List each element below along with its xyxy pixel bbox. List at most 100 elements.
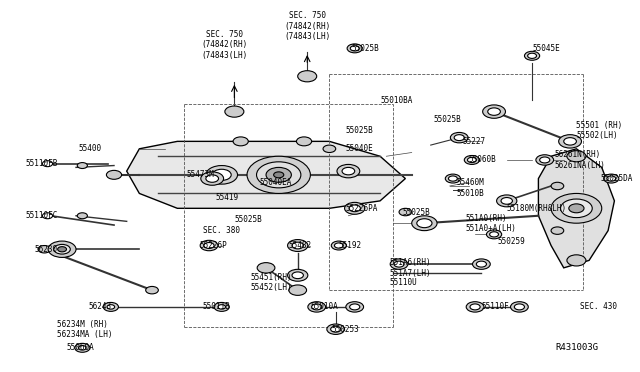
- Text: 551A6(RH)
551A7(LH): 551A6(RH) 551A7(LH): [390, 258, 431, 278]
- Circle shape: [350, 46, 359, 51]
- Circle shape: [536, 155, 554, 165]
- Text: 551A0(RH)
551A0+A(LH): 551A0(RH) 551A0+A(LH): [465, 214, 516, 233]
- Circle shape: [394, 261, 404, 267]
- Circle shape: [454, 135, 464, 141]
- Circle shape: [449, 176, 458, 181]
- Text: 55025B: 55025B: [351, 44, 380, 53]
- Circle shape: [344, 202, 365, 214]
- Circle shape: [206, 175, 218, 182]
- Circle shape: [204, 243, 214, 248]
- Circle shape: [349, 205, 360, 212]
- Circle shape: [515, 304, 524, 310]
- Circle shape: [200, 240, 218, 251]
- Circle shape: [77, 163, 88, 169]
- Text: 55110U: 55110U: [390, 278, 417, 287]
- Circle shape: [298, 71, 317, 82]
- Text: 55025B: 55025B: [402, 208, 430, 217]
- Circle shape: [569, 204, 584, 213]
- Circle shape: [470, 304, 480, 310]
- Circle shape: [257, 263, 275, 273]
- Circle shape: [257, 162, 301, 188]
- Text: 55180M(RH&LH): 55180M(RH&LH): [507, 204, 567, 213]
- Circle shape: [488, 108, 500, 115]
- Circle shape: [483, 105, 506, 118]
- Circle shape: [201, 172, 223, 185]
- Circle shape: [451, 132, 468, 143]
- Text: 55025DA: 55025DA: [600, 174, 633, 183]
- Circle shape: [467, 157, 476, 163]
- Text: 55451(RH)
55452(LH): 55451(RH) 55452(LH): [250, 273, 292, 292]
- Circle shape: [292, 272, 303, 279]
- Circle shape: [42, 213, 52, 219]
- Text: 55482: 55482: [288, 241, 311, 250]
- Text: 550259: 550259: [497, 237, 525, 246]
- Text: 55010B: 55010B: [456, 189, 484, 198]
- Circle shape: [287, 240, 308, 251]
- Text: 55226PA: 55226PA: [345, 204, 378, 213]
- Text: 55473M: 55473M: [187, 170, 214, 179]
- Text: 550253: 550253: [332, 325, 359, 334]
- Circle shape: [103, 302, 118, 311]
- Circle shape: [274, 172, 284, 178]
- Circle shape: [445, 174, 461, 183]
- Circle shape: [79, 346, 86, 350]
- Circle shape: [399, 208, 412, 216]
- Text: 55025B: 55025B: [434, 115, 461, 124]
- Circle shape: [346, 302, 364, 312]
- Polygon shape: [127, 141, 405, 208]
- Text: SEC. 430: SEC. 430: [580, 302, 616, 311]
- Text: 55045E: 55045E: [532, 44, 560, 53]
- Text: 56230: 56230: [35, 245, 58, 254]
- Circle shape: [292, 242, 303, 249]
- Text: 55060A: 55060A: [67, 343, 94, 352]
- Text: 55060B: 55060B: [468, 155, 497, 164]
- Circle shape: [501, 198, 513, 204]
- Text: 55011B: 55011B: [203, 302, 230, 311]
- Text: SEC. 750
(74842(RH)
(74843(LH): SEC. 750 (74842(RH) (74843(LH): [284, 11, 330, 41]
- Circle shape: [551, 193, 602, 223]
- Circle shape: [561, 199, 592, 218]
- Circle shape: [466, 302, 484, 312]
- Text: 55040E: 55040E: [345, 144, 373, 153]
- Text: 55400: 55400: [78, 144, 101, 153]
- Text: 55227: 55227: [462, 137, 486, 146]
- Circle shape: [347, 44, 362, 53]
- Circle shape: [417, 219, 432, 228]
- Circle shape: [106, 170, 122, 179]
- Circle shape: [332, 241, 346, 250]
- Circle shape: [287, 269, 308, 281]
- Text: 55025B: 55025B: [345, 126, 373, 135]
- Circle shape: [146, 286, 158, 294]
- Text: 56261N(RH)
56261NA(LH): 56261N(RH) 56261NA(LH): [554, 150, 605, 170]
- Circle shape: [390, 259, 408, 269]
- Circle shape: [214, 302, 229, 311]
- Circle shape: [567, 151, 586, 162]
- Text: 56234M (RH)
56234MA (LH): 56234M (RH) 56234MA (LH): [57, 320, 113, 339]
- Text: 55501 (RH)
55502(LH): 55501 (RH) 55502(LH): [577, 121, 623, 140]
- Circle shape: [412, 216, 437, 231]
- Circle shape: [349, 304, 360, 310]
- Circle shape: [54, 244, 70, 254]
- Circle shape: [312, 304, 322, 310]
- Text: 55192: 55192: [339, 241, 362, 250]
- Circle shape: [527, 53, 536, 58]
- Circle shape: [476, 261, 486, 267]
- Text: 55110FB: 55110FB: [26, 159, 58, 168]
- Circle shape: [225, 106, 244, 117]
- Circle shape: [266, 167, 291, 182]
- Text: 55025B: 55025B: [234, 215, 262, 224]
- Text: 55226P: 55226P: [200, 241, 227, 250]
- Circle shape: [48, 241, 76, 257]
- Circle shape: [551, 227, 564, 234]
- Circle shape: [464, 155, 479, 164]
- Text: R431003G: R431003G: [556, 343, 598, 352]
- Circle shape: [218, 305, 225, 309]
- Circle shape: [604, 174, 619, 183]
- Polygon shape: [538, 149, 614, 268]
- Circle shape: [551, 182, 564, 190]
- Circle shape: [335, 243, 343, 248]
- Circle shape: [564, 138, 577, 145]
- Circle shape: [337, 164, 360, 178]
- Circle shape: [497, 195, 517, 207]
- Circle shape: [296, 137, 312, 146]
